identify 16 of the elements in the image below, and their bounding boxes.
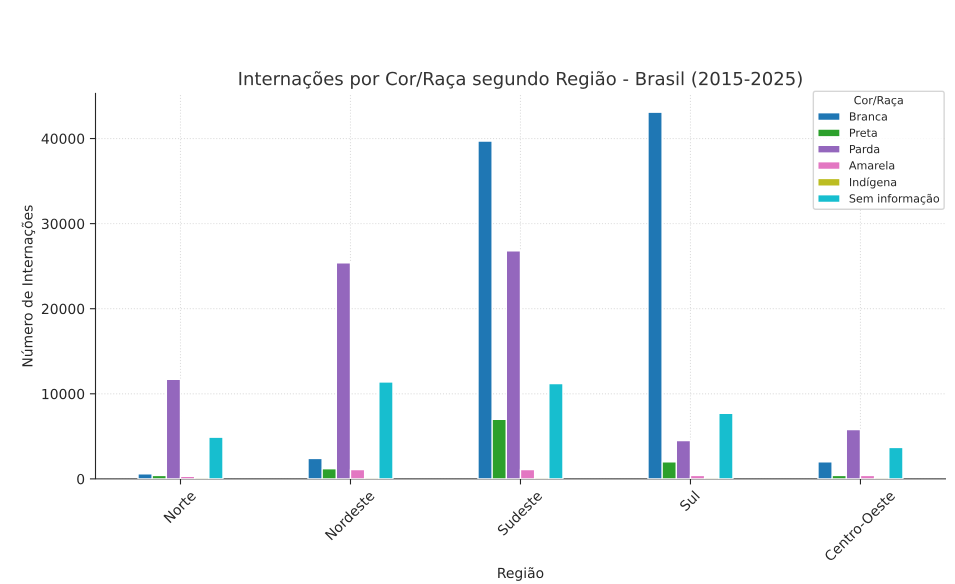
y-tick-label: 20000 [42, 304, 84, 314]
y-tick-label: 30000 [42, 218, 84, 230]
legend-title: Cor/Raça [854, 96, 903, 106]
x-axis-title: Região [498, 567, 544, 581]
y-tick-label: 40000 [42, 134, 84, 144]
legend-label: Indígena [850, 177, 896, 188]
chart-title: Internações por Cor/Raça segundo Região - Brasil (2015-2025) [239, 71, 802, 89]
legend-label: Sem informação [850, 194, 940, 205]
legend-label: Amarela [848, 160, 894, 170]
legend-label: Branca [850, 112, 887, 121]
legend-label: Parda [850, 144, 880, 154]
y-axis-title: Número de Internações [21, 205, 36, 366]
x-tick-label: Sul [678, 490, 700, 512]
y-tick-label: 0 [77, 474, 84, 484]
legend-label: Preta [850, 128, 877, 137]
y-tick-label: 10000 [42, 388, 84, 400]
